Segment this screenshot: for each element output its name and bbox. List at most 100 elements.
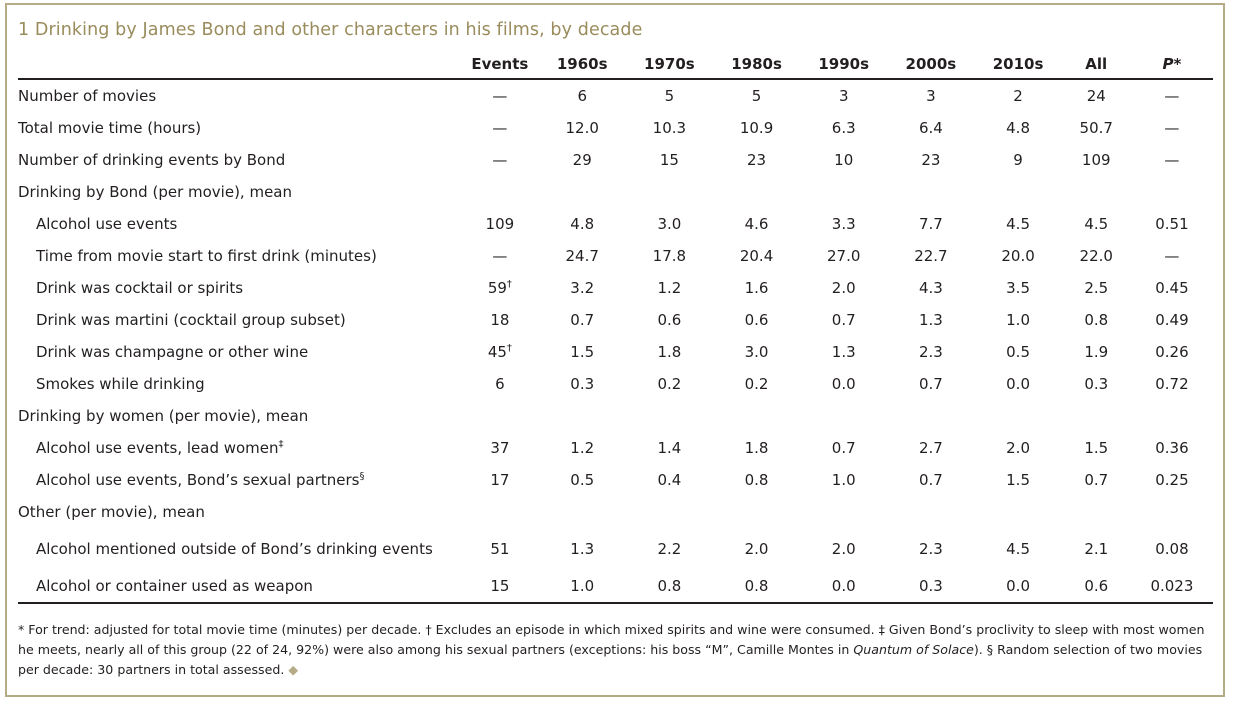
cell-p-value: — <box>1164 151 1180 169</box>
cell-p-value: — <box>1164 119 1180 137</box>
row-label-text: Other (per movie), mean <box>18 503 205 521</box>
cell-p-value: 0.72 <box>1155 375 1189 393</box>
cell-1980s: 3.0 <box>744 343 769 361</box>
cell-events: 17 <box>490 471 510 489</box>
cell-all: 24 <box>1086 87 1106 105</box>
cell-1970s: 0.6 <box>657 311 682 329</box>
table-row: Drink was champagne or other wine 45† 1.5 1… <box>18 336 1213 368</box>
footnote-marker: ‡ <box>278 439 284 450</box>
cell-events: 15 <box>461 570 539 604</box>
table-row: Time from movie start to first drink (mi… <box>18 240 1213 272</box>
cell-2010s: 0.5 <box>1006 343 1030 361</box>
cell-1980s: 0.2 <box>744 375 769 393</box>
row-label-text: Time from movie start to first drink (mi… <box>36 247 377 265</box>
cell-p-value: 0.36 <box>1155 439 1189 457</box>
header-all: All <box>1061 50 1131 80</box>
table-row: Smokes while drinking 6 0.3 0.2 0.2 0.0 0.7 0.0… <box>18 368 1213 400</box>
section-header-row: Drinking by Bond (per movie), mean <box>18 176 1213 208</box>
cell-1980s: 1.6 <box>744 279 769 297</box>
cell-1990s: 27.0 <box>827 247 861 265</box>
row-label-text: Alcohol use events, lead women <box>36 439 279 457</box>
cell-1970s: 1.2 <box>657 279 682 297</box>
cell-2010s: 0.0 <box>974 570 1062 604</box>
cell-2010s: 1.5 <box>1006 471 1030 489</box>
events-value: 59 <box>487 279 507 297</box>
row-label-text: Alcohol use events, Bond’s sexual partne… <box>36 471 360 489</box>
cell-1970s: 3.0 <box>657 215 682 233</box>
footnote-marker: § <box>359 471 365 482</box>
row-label-text: Drink was cocktail or spirits <box>36 279 244 297</box>
cell-1960s: 1.5 <box>570 343 595 361</box>
cell-events: 59† <box>461 272 539 304</box>
table-frame <box>5 3 1225 697</box>
table-row: Drink was martini (cocktail group subset… <box>18 304 1213 336</box>
cell-p-value: 0.023 <box>1130 570 1213 604</box>
cell-1980s: 23 <box>747 151 767 169</box>
header-2010s: 2010s <box>974 50 1062 80</box>
row-label-text: Drinking by women (per movie), mean <box>18 407 309 425</box>
row-label: Number of drinking events by Bond <box>18 144 461 176</box>
cell-events: 37 <box>490 439 510 457</box>
cell-p-value: 0.25 <box>1155 471 1189 489</box>
header-2000s: 2000s <box>887 50 975 80</box>
header-1980s: 1980s <box>712 50 801 80</box>
header-p-value: P* <box>1130 50 1213 80</box>
end-diamond-icon: ◆ <box>288 662 299 677</box>
header-events: Events <box>461 50 539 80</box>
table-row: Total movie time (hours) — 12.0 10.3 10.9 6.3… <box>18 112 1213 144</box>
cell-1960s: 1.0 <box>538 570 626 604</box>
row-label: Drink was cocktail or spirits <box>18 272 461 304</box>
row-label-text: Alcohol or container used as weapon <box>36 577 313 595</box>
cell-1980s: 0.8 <box>712 570 801 604</box>
section-header-row: Other (per movie), mean <box>18 496 1213 528</box>
cell-1980s: 20.4 <box>739 247 774 265</box>
cell-2000s: 23 <box>921 151 941 169</box>
events-value: 45 <box>487 343 507 361</box>
cell-1960s: 1.3 <box>570 540 595 558</box>
cell-1990s: 0.0 <box>831 375 856 393</box>
cell-2000s: 3 <box>926 87 936 105</box>
table-title: 1 Drinking by James Bond and other chara… <box>18 20 643 40</box>
cell-1960s: 24.7 <box>565 247 599 265</box>
cell-p-value: 0.51 <box>1155 215 1189 233</box>
cell-2000s: 2.3 <box>918 343 943 361</box>
row-label-text: Total movie time (hours) <box>18 119 202 137</box>
cell-1960s: 0.3 <box>570 375 595 393</box>
table-row: Number of movies — 6 5 5 3 3 2 24 — <box>18 79 1213 112</box>
cell-1970s: 0.2 <box>657 375 682 393</box>
footnote: * For trend: adjusted for total movie ti… <box>18 620 1216 680</box>
cell-1970s: 0.8 <box>625 570 713 604</box>
cell-all: 2.5 <box>1084 279 1109 297</box>
row-label: Drinking by women (per movie), mean <box>18 400 1213 432</box>
row-label: Number of movies <box>18 79 461 112</box>
header-1970s: 1970s <box>625 50 713 80</box>
cell-2000s: 22.7 <box>914 247 948 265</box>
cell-2010s: 9 <box>1013 151 1023 169</box>
cell-2010s: 1.0 <box>1006 311 1030 329</box>
row-label: Alcohol use events <box>18 208 461 240</box>
cell-1960s: 29 <box>572 151 592 169</box>
cell-1960s: 3.2 <box>570 279 595 297</box>
cell-1970s: 1.4 <box>657 439 682 457</box>
row-label-text: Drink was champagne or other wine <box>36 343 309 361</box>
cell-all: 4.5 <box>1084 215 1109 233</box>
cell-all: 1.9 <box>1084 343 1109 361</box>
cell-events: 6 <box>495 375 505 393</box>
row-label: Alcohol mentioned outside of Bond’s drin… <box>18 528 461 570</box>
table-row: Alcohol or container used as weapon 15 1.0… <box>18 570 1213 604</box>
cell-2000s: 4.3 <box>918 279 943 297</box>
cell-1990s: 10 <box>834 151 854 169</box>
cell-2010s: 2 <box>1013 87 1023 105</box>
cell-events: 45† <box>461 336 539 368</box>
cell-all: 1.5 <box>1084 439 1109 457</box>
footnote-text-end: ). § Random selection of two movies per … <box>18 642 1203 677</box>
header-label <box>18 50 462 80</box>
cell-1970s: 15 <box>659 151 679 169</box>
cell-1990s: 2.0 <box>831 279 856 297</box>
row-label: Time from movie start to first drink (mi… <box>18 240 461 272</box>
footnote-marker: † <box>506 343 512 354</box>
cell-2010s: 3.5 <box>1006 279 1030 297</box>
cell-2000s: 7.7 <box>918 215 943 233</box>
cell-1970s: 5 <box>664 87 675 105</box>
cell-events: — <box>492 247 508 265</box>
